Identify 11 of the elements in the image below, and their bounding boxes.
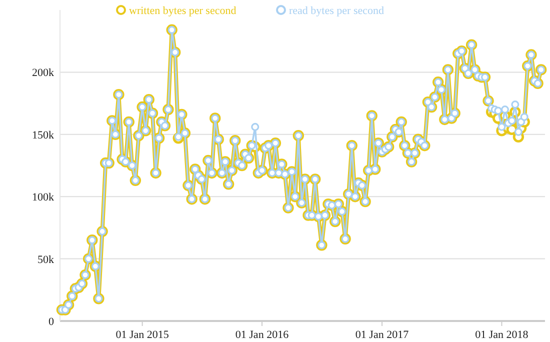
legend-label: read bytes per second — [289, 5, 384, 17]
legend-label: written bytes per second — [129, 5, 237, 17]
x-tick-label: 01 Jan 2018 — [475, 329, 529, 341]
y-tick-label: 100k — [32, 192, 54, 204]
x-tick-label: 01 Jan 2017 — [355, 329, 410, 341]
y-tick-label: 50k — [38, 254, 54, 266]
x-tick-label: 01 Jan 2015 — [116, 329, 170, 341]
y-tick-label: 0 — [48, 316, 54, 328]
y-tick-label: 200k — [32, 67, 54, 80]
x-tick-label: 01 Jan 2016 — [235, 329, 290, 341]
y-tick-label: 150k — [32, 129, 54, 142]
